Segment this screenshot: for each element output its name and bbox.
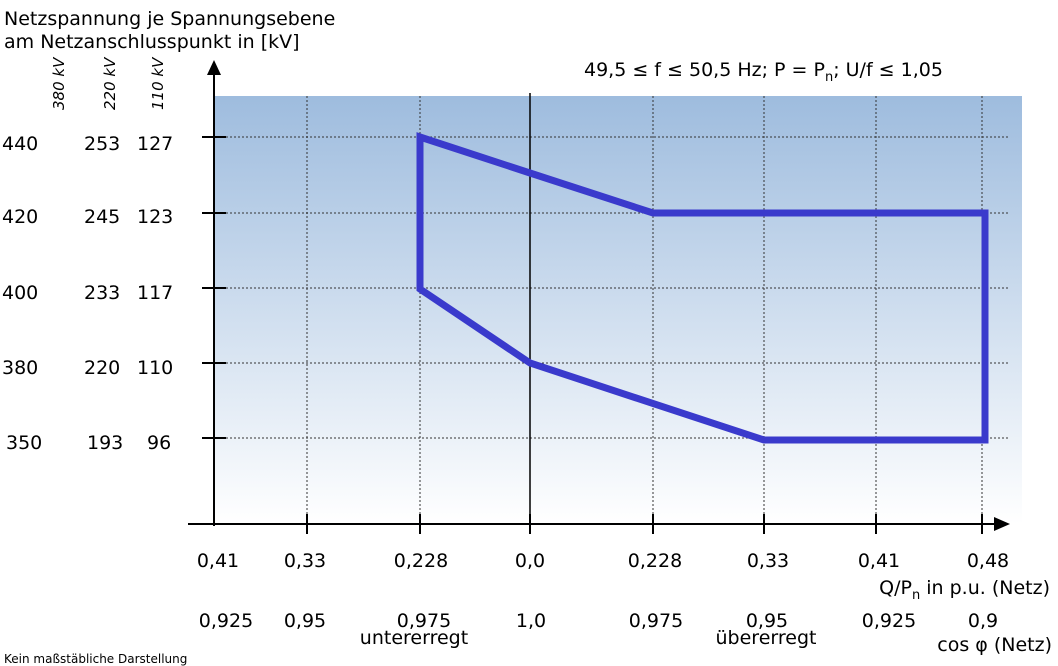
y-label-110-127: 127 [137, 133, 173, 155]
y-tick-labels: 440 253 127 420 245 123 400 233 117 380 … [2, 133, 173, 454]
y-label-220-253: 253 [84, 133, 120, 155]
y-tick-marks [202, 136, 226, 439]
y-axis-arrow [207, 60, 221, 75]
voltage-level-110: 110 kV [149, 56, 167, 110]
cos-label-1: 0,95 [284, 610, 326, 632]
voltage-level-220: 220 kV [101, 56, 119, 110]
cos-label-3: 1,0 [516, 610, 546, 632]
cos-label-5: 0,95 [746, 610, 788, 632]
operating-condition: 49,5 ≤ f ≤ 50,5 Hz; P = Pn; U/f ≤ 1,05 [584, 59, 943, 85]
q-label-3: 0,0 [515, 550, 545, 572]
footnote: Kein maßstäbliche Darstellung [4, 652, 187, 666]
voltage-level-380: 380 kV [50, 56, 68, 110]
q-label-1: 0,33 [284, 550, 326, 572]
y-label-380-420: 420 [2, 206, 38, 228]
plot-background [214, 96, 1022, 524]
cos-label-0: 0,925 [199, 610, 253, 632]
y-axis-title-line1: Netzspannung je Spannungsebene [4, 8, 335, 30]
cos-tick-labels: 0,925 0,95 0,975 1,0 0,975 0,95 0,925 0,… [199, 610, 998, 632]
cos-label-7: 0,9 [968, 610, 998, 632]
y-axis-title-line2: am Netzanschlusspunkt in [kV] [4, 31, 300, 53]
x-axis-title-cos: cos φ (Netz) [937, 634, 1052, 656]
y-label-110-110: 110 [137, 357, 173, 379]
y-label-380-440: 440 [2, 133, 38, 155]
cos-label-2: 0,975 [397, 610, 451, 632]
y-label-220-220: 220 [84, 357, 120, 379]
x-axis-arrow [994, 517, 1010, 531]
q-tick-labels: 0,41 0,33 0,228 0,0 0,228 0,33 0,41 0,48 [197, 550, 1009, 572]
y-label-220-245: 245 [84, 206, 120, 228]
q-label-5: 0,33 [747, 550, 789, 572]
cos-label-6: 0,925 [862, 610, 916, 632]
y-label-110-117: 117 [137, 282, 173, 304]
y-label-380-350: 350 [6, 432, 42, 454]
x-axis-title-q: Q/Pn in p.u. (Netz) [879, 577, 1050, 603]
y-label-110-96: 96 [147, 432, 171, 454]
q-label-6: 0,41 [858, 550, 900, 572]
x-tick-marks [306, 514, 983, 534]
q-label-7: 0,48 [967, 550, 1009, 572]
y-label-110-123: 123 [137, 206, 173, 228]
region-label-uebererregt: übererregt [716, 627, 817, 649]
cos-label-4: 0,975 [629, 610, 683, 632]
y-label-380-380: 380 [2, 357, 38, 379]
q-label-4: 0,228 [628, 550, 682, 572]
region-label-untererregt: untererregt [360, 627, 468, 649]
y-label-220-193: 193 [87, 432, 123, 454]
q-label-2: 0,228 [394, 550, 448, 572]
y-label-220-233: 233 [84, 282, 120, 304]
y-label-380-400: 400 [2, 282, 38, 304]
q-label-0: 0,41 [197, 550, 239, 572]
operating-region-boundary [416, 132, 989, 444]
